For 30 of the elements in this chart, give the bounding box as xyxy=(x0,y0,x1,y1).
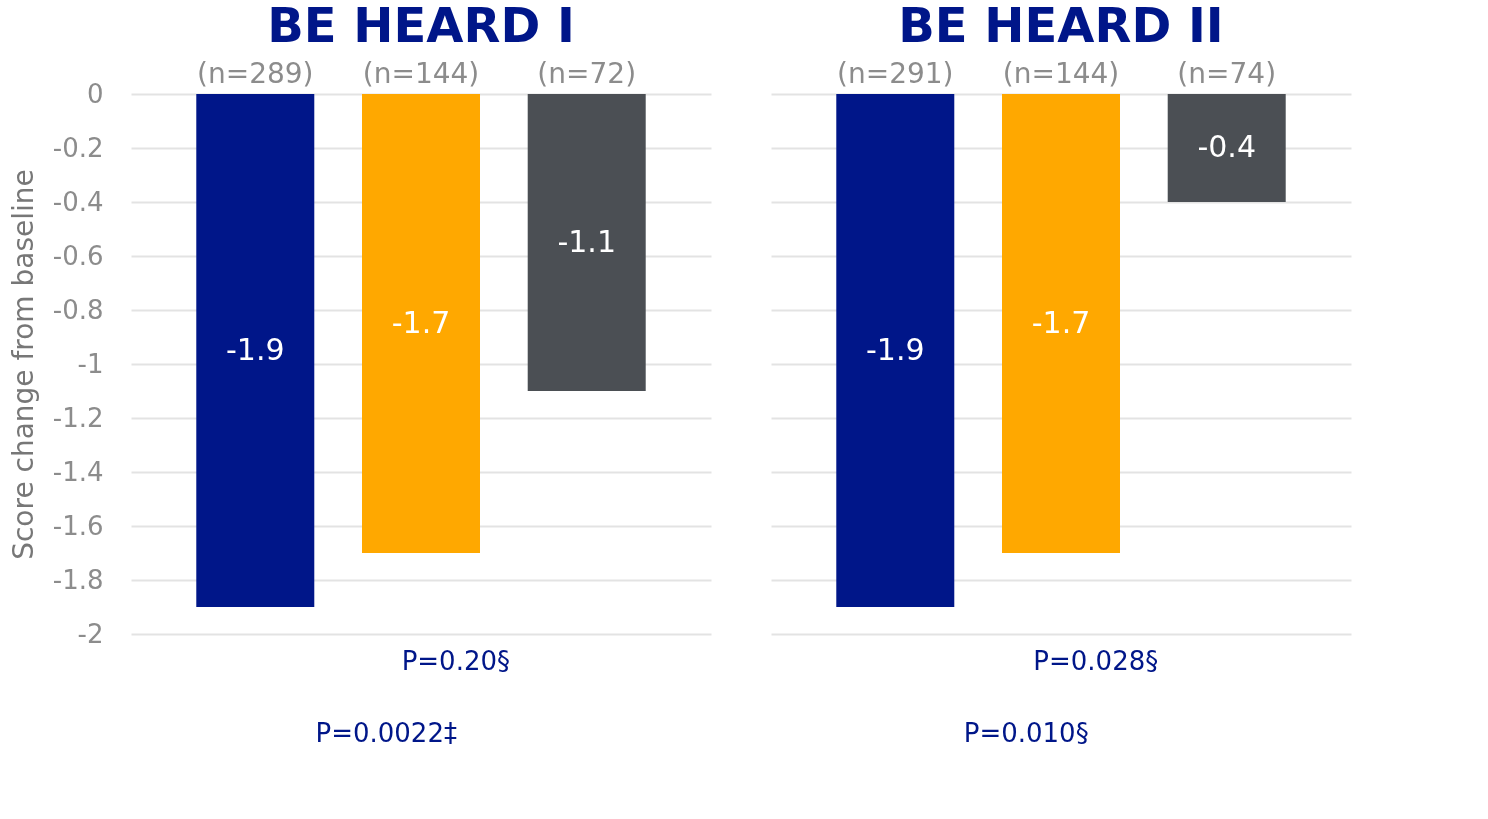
data-label: -1.7 xyxy=(391,304,451,340)
x-tick-label: (n=144) xyxy=(1002,56,1120,90)
y-tick-label: -1.8 xyxy=(52,564,104,595)
data-label: -1.7 xyxy=(1031,304,1091,340)
y-tick-label: -1.2 xyxy=(52,402,104,433)
x-tick-label: (n=74) xyxy=(1177,56,1277,90)
chart-title: BE HEARD II xyxy=(898,0,1224,53)
y-tick-label: 0 xyxy=(86,78,104,109)
data-label: -1.1 xyxy=(557,223,616,259)
y-axis-title: Score change from baseline xyxy=(6,169,40,560)
x-tick-label: (n=72) xyxy=(537,56,637,90)
y-tick-label: -0.4 xyxy=(52,186,104,217)
x-tick-label: (n=144) xyxy=(362,56,480,90)
data-label: -1.9 xyxy=(226,331,285,367)
y-tick-label: -1.6 xyxy=(52,510,104,541)
y-tick-label: -2 xyxy=(77,618,104,649)
text: P=0.20§ xyxy=(401,646,510,676)
y-tick-label: -1 xyxy=(77,348,104,379)
text: P=0.028§ xyxy=(1033,646,1159,676)
x-tick-label: (n=289) xyxy=(197,56,314,90)
text: P=0.0022‡ xyxy=(315,718,457,748)
y-tick-label: -0.2 xyxy=(52,132,104,163)
y-tick-label: -0.8 xyxy=(52,294,104,325)
data-label: -1.9 xyxy=(866,331,925,367)
text: P=0.010§ xyxy=(963,718,1089,748)
data-label: -0.4 xyxy=(1197,129,1256,164)
x-tick-label: (n=291) xyxy=(837,56,954,90)
y-tick-label: -0.6 xyxy=(52,240,104,271)
chart-title: BE HEARD I xyxy=(267,0,575,53)
y-tick-label: -1.4 xyxy=(52,456,104,487)
